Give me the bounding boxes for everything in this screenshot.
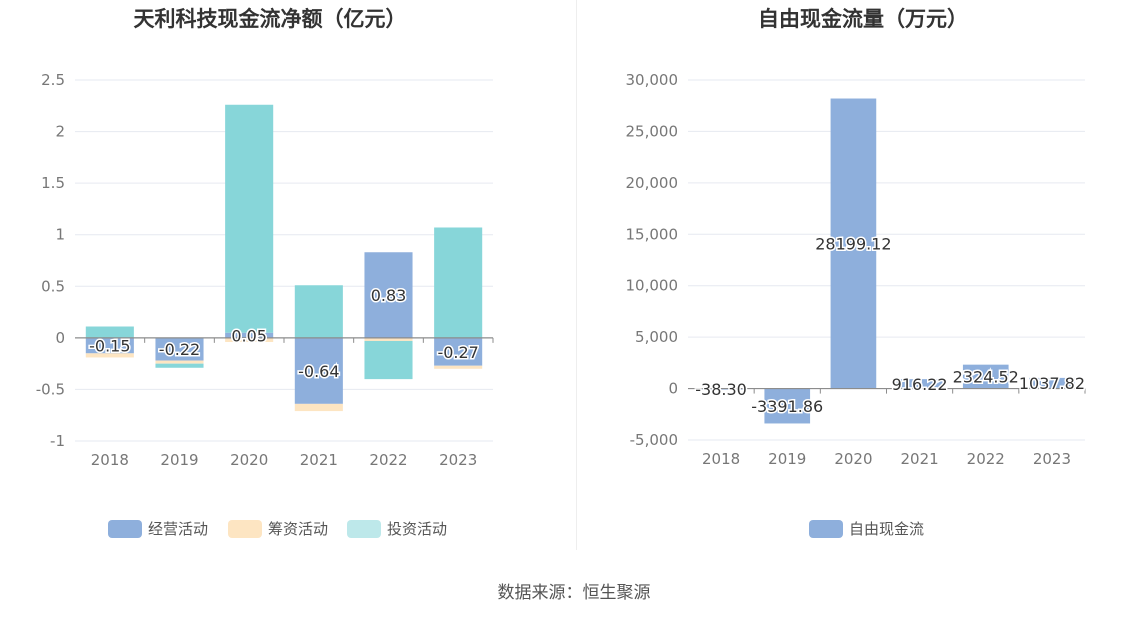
cashflow-data-label-2021: -0.64 xyxy=(298,362,339,381)
fcf-data-label-2019: -3391.86 xyxy=(751,397,823,416)
cashflow-bar-2018-筹资活动[interactable] xyxy=(85,353,134,358)
cashflow-y-tick-label: -0.5 xyxy=(36,380,65,398)
cashflow-x-tick-label: 2021 xyxy=(300,451,338,469)
fcf-y-tick-label: 25,000 xyxy=(626,122,679,140)
cashflow-x-tick-label: 2018 xyxy=(91,451,129,469)
fcf-y-tick-label: 5,000 xyxy=(635,328,678,346)
fcf-legend-item-自由现金流[interactable]: 自由现金流 xyxy=(809,520,924,538)
fcf-y-tick-label: 10,000 xyxy=(626,277,679,295)
cashflow-data-label-2022: 0.83 xyxy=(371,286,407,305)
fcf-y-tick-label: 30,000 xyxy=(626,71,679,89)
fcf-x-tick-label: 2019 xyxy=(768,450,806,468)
cashflow-bar-2023-经营活动[interactable] xyxy=(434,337,483,366)
cashflow-y-tick-label: 1 xyxy=(55,226,65,244)
fcf-x-tick-label: 2021 xyxy=(900,450,938,468)
cashflow-legend-item-投资活动[interactable]: 投资活动 xyxy=(347,520,447,538)
cashflow-bar-2021-经营活动[interactable] xyxy=(294,337,343,404)
cashflow-legend-label: 筹资活动 xyxy=(268,520,328,538)
cashflow-data-label-2018: -0.15 xyxy=(89,337,130,356)
fcf-y-tick-label: -5,000 xyxy=(630,431,678,449)
cashflow-chart-title: 天利科技现金流净额（亿元） xyxy=(134,7,407,31)
fcf-x-tick-label: 2020 xyxy=(834,450,872,468)
cashflow-legend-label: 经营活动 xyxy=(148,520,208,538)
cashflow-x-tick-label: 2023 xyxy=(439,451,477,469)
cashflow-bar-2022-筹资活动[interactable] xyxy=(364,337,413,341)
cashflow-y-tick-label: 2.5 xyxy=(41,71,65,89)
cashflow-bar-2019-投资活动[interactable] xyxy=(155,363,204,368)
cashflow-data-label-2023: -0.27 xyxy=(437,343,478,362)
cashflow-legend-item-经营活动[interactable]: 经营活动 xyxy=(108,520,208,538)
cashflow-y-tick-label: 0 xyxy=(55,329,65,347)
fcf-data-label-2022: 2324.52 xyxy=(953,368,1019,387)
cashflow-legend-label: 投资活动 xyxy=(387,520,447,538)
cashflow-bar-2022-经营活动[interactable] xyxy=(364,252,413,338)
cashflow-x-tick-label: 2019 xyxy=(160,451,198,469)
cashflow-bar-2019-经营活动[interactable] xyxy=(155,337,204,361)
cashflow-bar-2022-投资活动[interactable] xyxy=(364,340,413,380)
fcf-data-label-2021: 916.22 xyxy=(892,375,948,394)
fcf-x-tick-label: 2023 xyxy=(1033,450,1071,468)
fcf-bar-2022-自由现金流[interactable] xyxy=(962,364,1009,389)
fcf-data-label-2020: 28199.12 xyxy=(815,235,891,254)
fcf-legend-label: 自由现金流 xyxy=(849,520,924,538)
fcf-bar-2023-自由现金流[interactable] xyxy=(1029,377,1075,389)
cashflow-legend-swatch xyxy=(108,520,142,538)
cashflow-y-tick-label: 1.5 xyxy=(41,174,65,192)
cashflow-bar-2019-筹资活动[interactable] xyxy=(155,360,204,364)
cashflow-x-tick-label: 2022 xyxy=(369,451,407,469)
charts-canvas: 天利科技现金流净额（亿元） 2.5 2 1.5 1 0.5 0 -0.5 -1 2018 2019 2… xyxy=(36,7,1087,538)
fcf-x-tick-label: 2022 xyxy=(967,450,1005,468)
cashflow-bar-2018-投资活动[interactable] xyxy=(85,326,134,338)
fcf-data-label-2023: 1037.82 xyxy=(1019,374,1085,393)
fcf-x-tick-label: 2018 xyxy=(702,450,740,468)
data-source-note: 数据来源：恒生聚源 xyxy=(497,583,651,603)
cashflow-legend-swatch xyxy=(228,520,262,538)
cashflow-bar-2021-筹资活动[interactable] xyxy=(294,403,343,412)
cashflow-data-label-2019: -0.22 xyxy=(159,340,200,359)
cashflow-data-label-2020: 0.05 xyxy=(231,326,267,345)
cashflow-y-tick-label: 2 xyxy=(55,123,65,141)
cashflow-bar-2021-投资活动[interactable] xyxy=(294,285,343,338)
cashflow-legend-swatch xyxy=(347,520,381,538)
cashflow-y-tick-label: 0.5 xyxy=(41,277,65,295)
cashflow-bars xyxy=(85,104,483,412)
cashflow-y-tick-label: -1 xyxy=(50,432,65,450)
cashflow-bar-2018-经营活动[interactable] xyxy=(85,337,134,354)
fcf-y-tick-label: 0 xyxy=(668,380,678,398)
fcf-y-tick-label: 15,000 xyxy=(626,225,679,243)
fcf-bar-2019-自由现金流[interactable] xyxy=(764,388,811,424)
fcf-y-tick-label: 20,000 xyxy=(626,174,679,192)
panel-divider xyxy=(576,0,577,550)
fcf-legend-swatch xyxy=(809,520,843,538)
cashflow-bar-2023-投资活动[interactable] xyxy=(434,227,483,338)
cashflow-x-tick-label: 2020 xyxy=(230,451,268,469)
fcf-bar-2020-自由现金流[interactable] xyxy=(830,98,877,389)
fcf-bar-2021-自由现金流[interactable] xyxy=(896,379,943,389)
cashflow-bar-2023-筹资活动[interactable] xyxy=(434,365,483,369)
fcf-chart-title: 自由现金流量（万元） xyxy=(758,7,968,31)
cashflow-bar-2020-经营活动[interactable] xyxy=(225,332,274,338)
cashflow-legend-item-筹资活动[interactable]: 筹资活动 xyxy=(228,520,328,538)
fcf-bars xyxy=(698,98,1075,424)
cashflow-bar-2020-筹资活动[interactable] xyxy=(225,337,274,342)
fcf-data-label-2018: -38.30 xyxy=(695,380,747,399)
cashflow-bar-2020-投资活动[interactable] xyxy=(225,104,274,333)
